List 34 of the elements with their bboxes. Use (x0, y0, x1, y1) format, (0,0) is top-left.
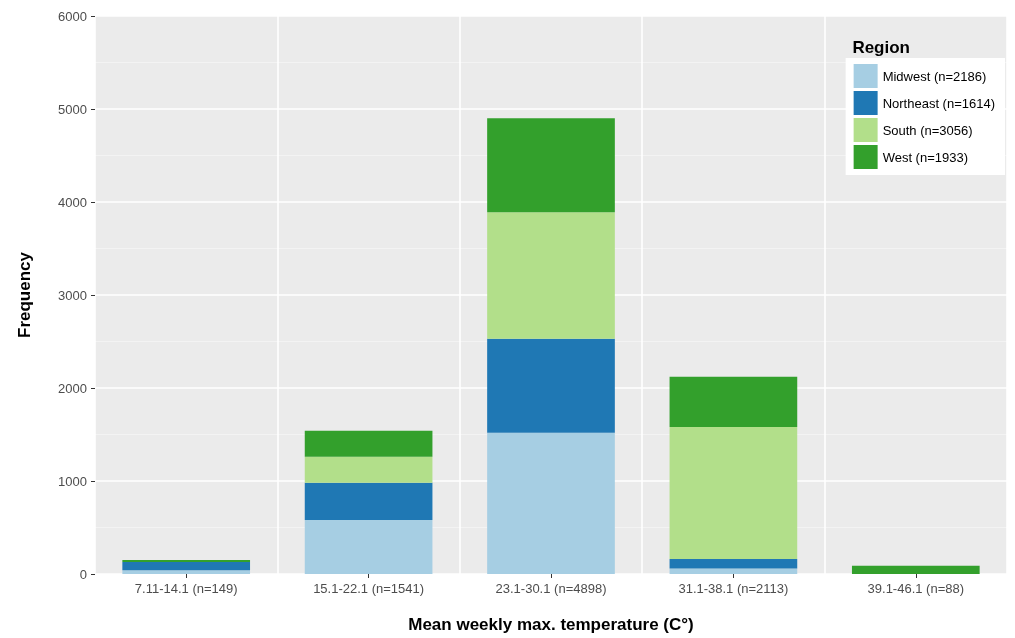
legend-label: Northeast (n=1614) (882, 95, 995, 111)
bar (487, 432, 615, 574)
legend-label: West (n=1933) (882, 149, 969, 165)
x-tick-label: 7.11-14.1 (n=149) (134, 581, 238, 596)
x-tick-label: 23.1-30.1 (n=4898) (495, 581, 607, 596)
y-tick-label: 0 (79, 566, 87, 582)
bar (487, 118, 615, 213)
y-tick-label: 1000 (58, 473, 87, 489)
bar (304, 482, 433, 521)
bar (122, 570, 251, 574)
x-axis-title: Mean weekly max. temperature (C°) (408, 615, 694, 634)
bar (487, 338, 615, 433)
bar (669, 427, 798, 560)
bar (669, 568, 798, 574)
y-tick-label: 2000 (58, 380, 87, 396)
bar (304, 520, 433, 574)
bar (487, 212, 615, 339)
y-tick-label: 5000 (58, 101, 87, 117)
x-tick-label: 15.1-22.1 (n=1541) (313, 581, 425, 596)
legend-label: South (n=3056) (882, 122, 973, 138)
y-tick-label: 4000 (58, 194, 87, 210)
legend-label: Midwest (n=2186) (882, 68, 987, 84)
bar (669, 559, 798, 569)
y-axis-title: Frequency (15, 251, 34, 338)
bar (669, 376, 798, 428)
x-tick-label: 31.1-38.1 (n=2113) (678, 581, 789, 596)
x-tick-label: 39.1-46.1 (n=88) (867, 581, 965, 596)
bar (304, 456, 433, 483)
bar (304, 430, 433, 457)
y-tick-label: 3000 (58, 287, 87, 303)
y-tick-label: 6000 (58, 8, 87, 24)
bar (851, 565, 980, 574)
bar (122, 561, 251, 571)
legend-title: Region (852, 38, 910, 57)
